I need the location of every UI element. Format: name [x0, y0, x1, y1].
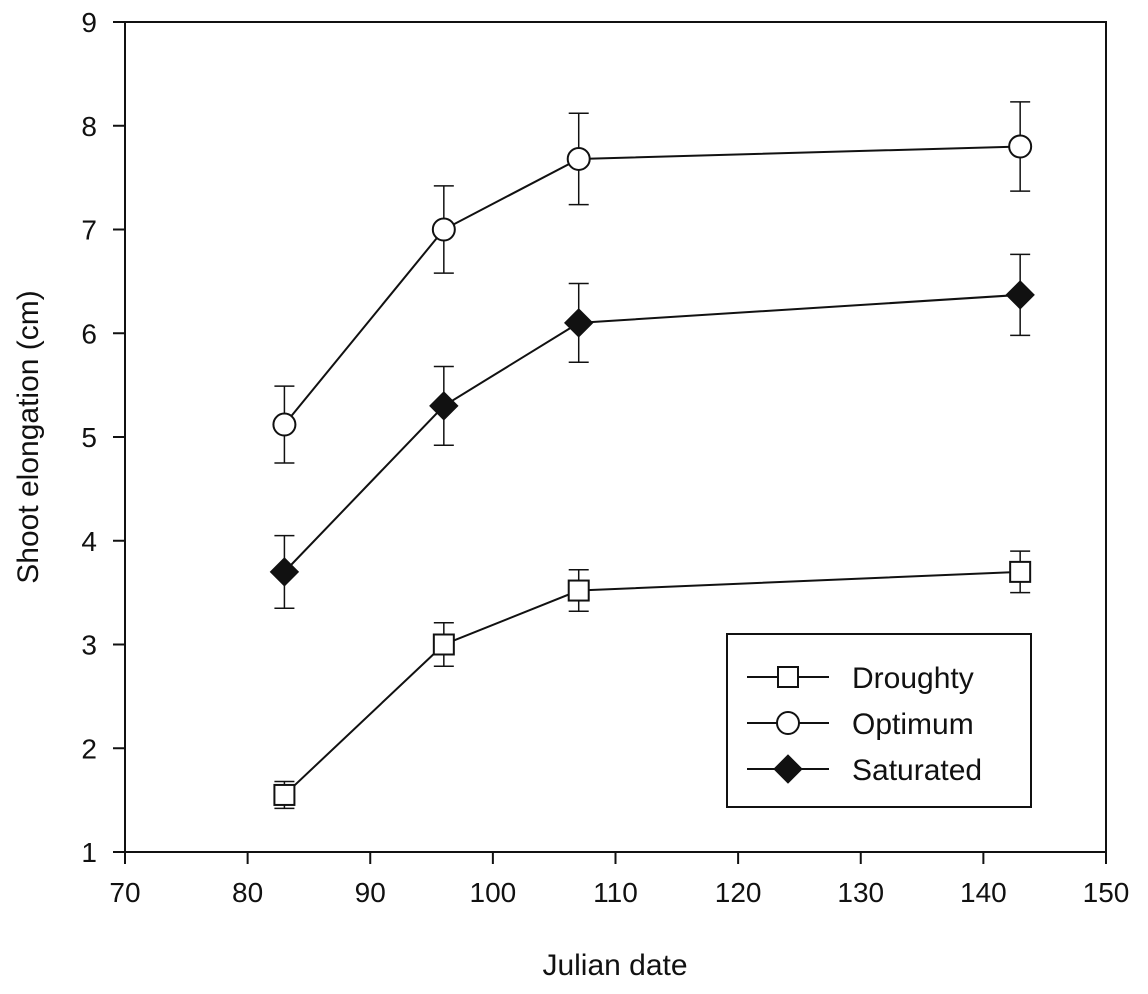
series-layer [269, 101, 1035, 810]
data-point-optimum [1008, 134, 1033, 159]
series-line-saturated [283, 293, 1021, 573]
legend-marker-saturated [773, 754, 803, 784]
data-point-optimum [272, 412, 297, 437]
legend-marker-optimum [776, 711, 800, 735]
legend: Droughty Optimum Saturated [726, 633, 1032, 808]
x-tick-label: 110 [593, 877, 638, 908]
y-tick-label: 2 [81, 733, 97, 764]
legend-marker-droughty [777, 666, 799, 688]
data-point-optimum [566, 146, 591, 171]
x-tick-label: 70 [109, 877, 140, 908]
legend-item-saturated: Saturated [747, 754, 982, 787]
series-saturated [269, 253, 1035, 609]
data-point-saturated [1005, 280, 1035, 310]
legend-item-droughty: Droughty [747, 662, 974, 695]
y-tick-label: 5 [81, 422, 97, 453]
x-tick-label: 100 [470, 877, 517, 908]
y-axis: 1 2 3 4 5 6 7 8 9 [81, 7, 125, 868]
data-point-optimum [431, 217, 456, 242]
y-tick-label: 7 [81, 215, 97, 246]
x-tick-label: 80 [232, 877, 263, 908]
legend-label-saturated: Saturated [852, 754, 982, 787]
series-droughty [273, 550, 1032, 810]
legend-item-optimum: Optimum [747, 708, 974, 741]
x-axis: 70 80 90 100 110 120 130 140 150 [109, 852, 1129, 908]
x-tick-label: 90 [355, 877, 386, 908]
y-tick-label: 9 [81, 7, 97, 38]
series-optimum [272, 101, 1033, 464]
y-tick-label: 6 [81, 318, 97, 349]
legend-label-optimum: Optimum [852, 708, 974, 741]
x-axis-label: Julian date [542, 949, 687, 982]
y-tick-label: 4 [81, 526, 97, 557]
data-point-droughty [273, 783, 296, 806]
x-tick-label: 120 [715, 877, 762, 908]
data-point-droughty [1009, 560, 1032, 583]
data-point-droughty [567, 579, 590, 602]
data-point-saturated [564, 308, 594, 338]
y-tick-label: 1 [81, 837, 97, 868]
x-tick-label: 140 [960, 877, 1007, 908]
legend-label-droughty: Droughty [852, 662, 974, 695]
y-axis-label: Shoot elongation (cm) [12, 290, 45, 584]
data-point-saturated [269, 557, 300, 587]
y-tick-label: 3 [81, 630, 97, 661]
x-tick-label: 130 [837, 877, 884, 908]
data-point-saturated [429, 391, 459, 421]
series-line-optimum [283, 145, 1021, 426]
data-point-droughty [432, 633, 455, 656]
series-line-droughty [283, 570, 1021, 796]
y-tick-label: 8 [81, 111, 97, 142]
x-tick-label: 150 [1083, 877, 1130, 908]
